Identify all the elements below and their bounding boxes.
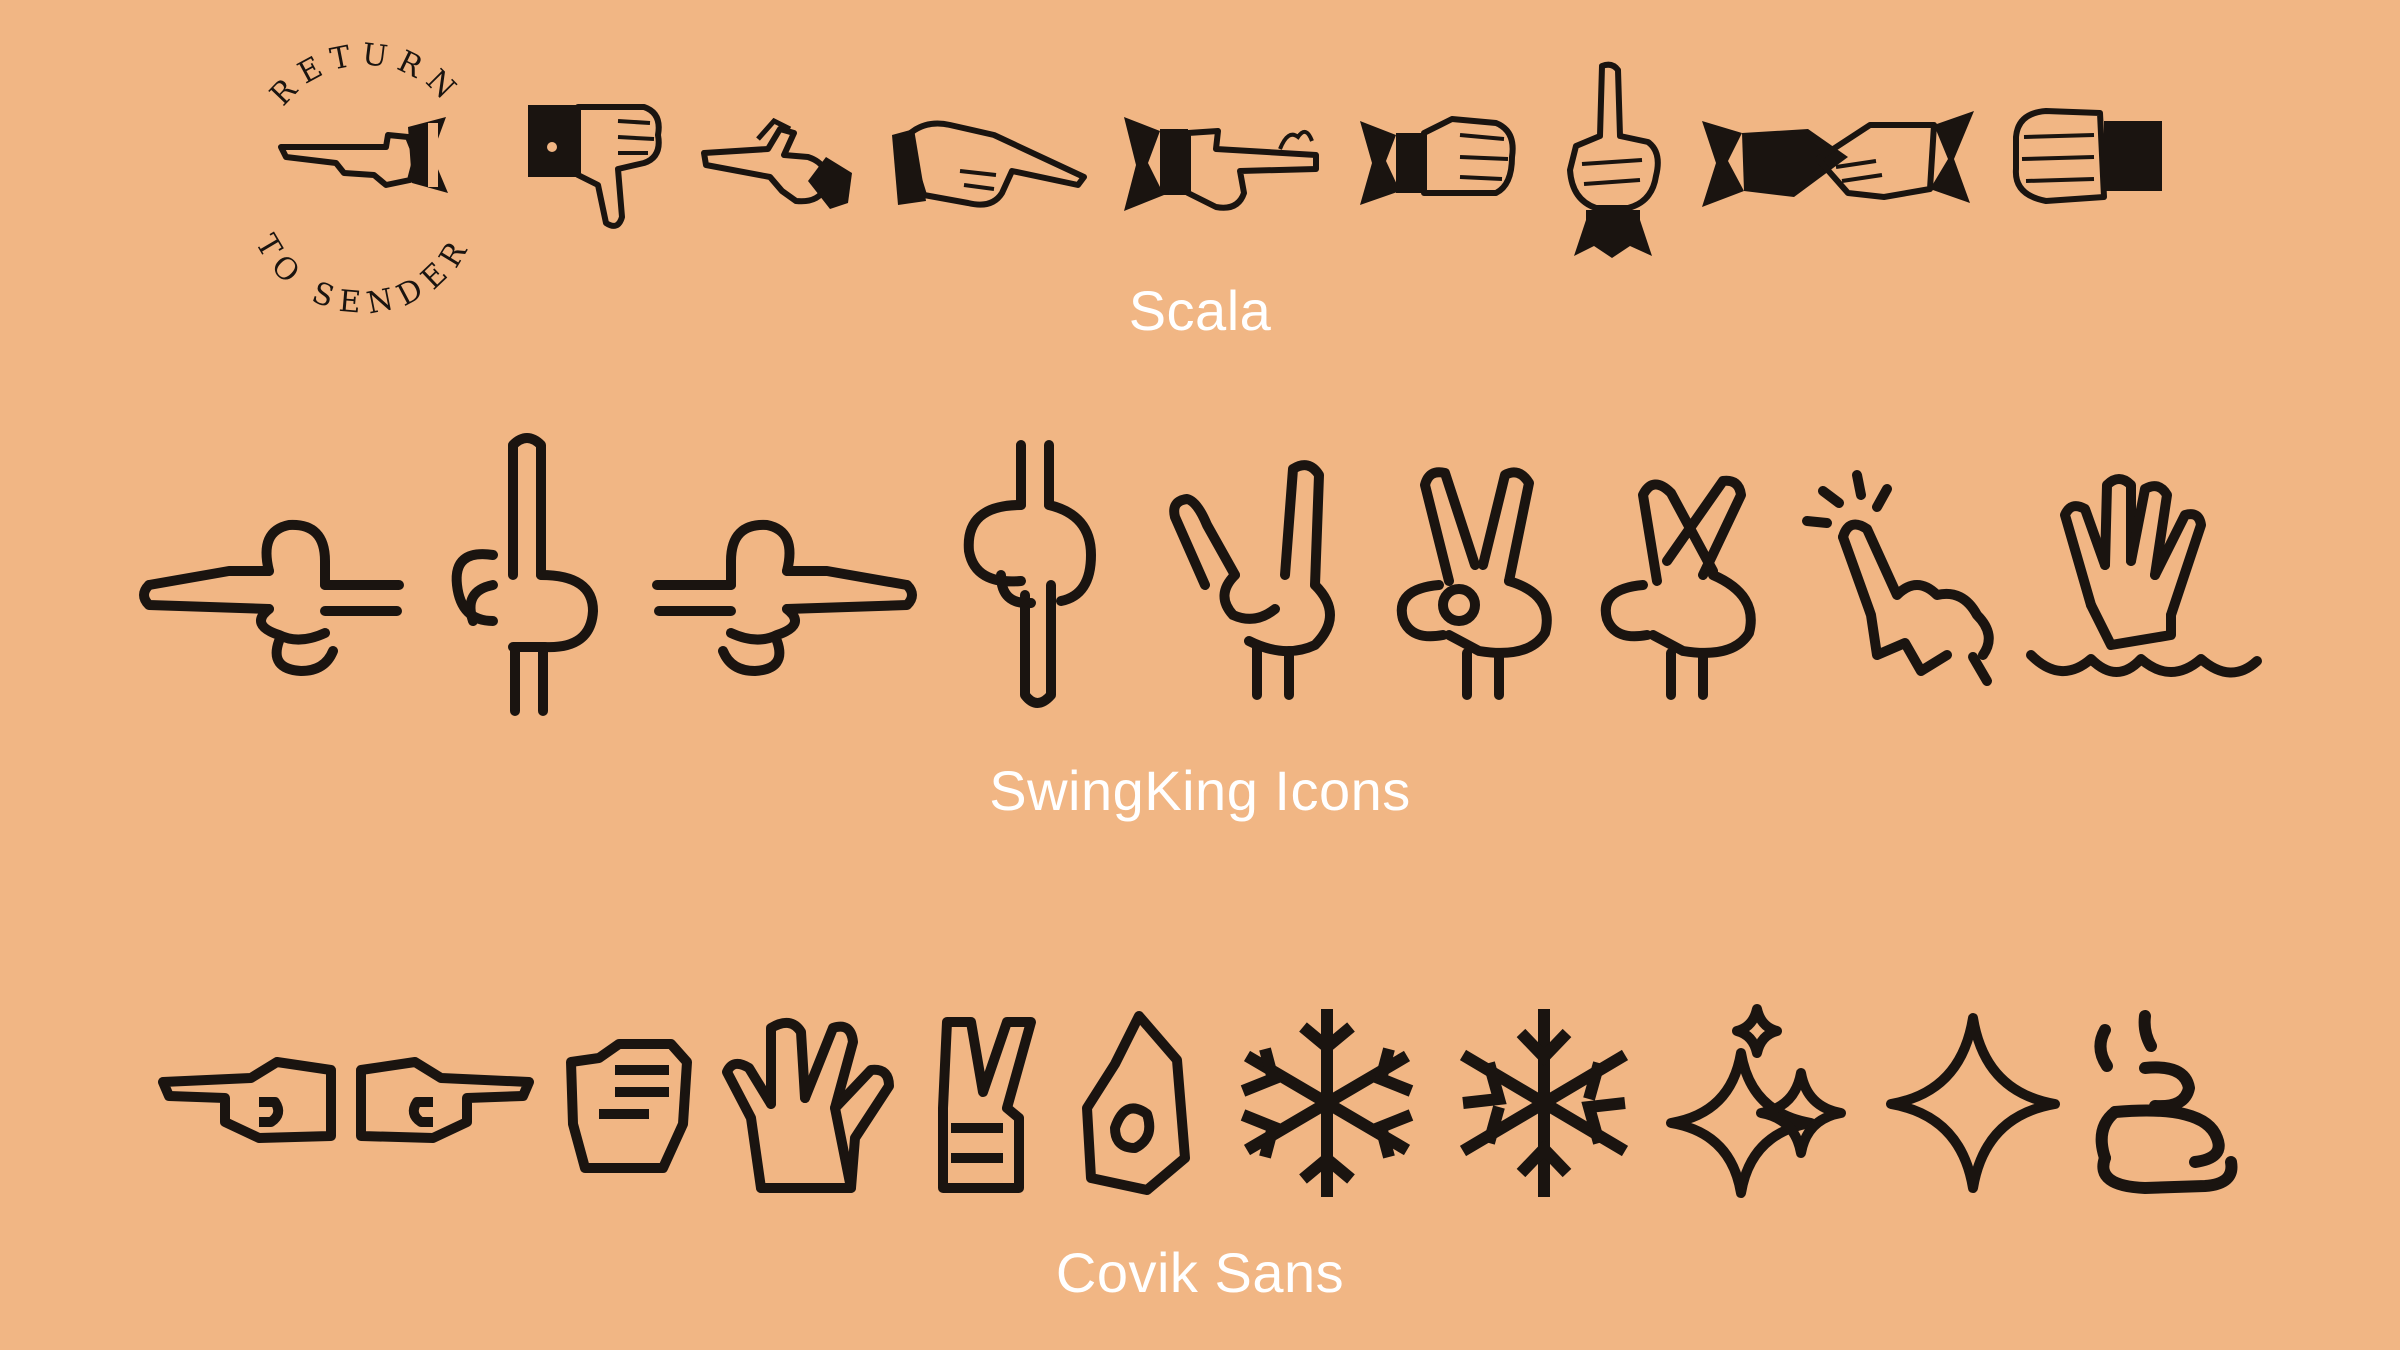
wave-hand-icon bbox=[2021, 445, 2271, 705]
fist-icon bbox=[1356, 85, 1526, 235]
victory-hand-icon bbox=[923, 1008, 1053, 1198]
raised-fist-icon bbox=[559, 1028, 699, 1178]
pointing-hand-icon bbox=[698, 85, 858, 235]
point-left-icon bbox=[155, 1028, 336, 1178]
peace-sign-icon bbox=[1379, 445, 1569, 705]
rock-on-icon bbox=[1145, 445, 1365, 705]
index-finger-up-icon bbox=[1552, 60, 1672, 260]
four-point-star-icon bbox=[1883, 1008, 2063, 1198]
point-left-icon bbox=[129, 445, 419, 705]
tap-icon bbox=[1787, 445, 2007, 705]
point-right-icon bbox=[637, 445, 927, 705]
finger-string-icon bbox=[1120, 85, 1330, 235]
ok-hand-icon bbox=[1075, 1008, 1205, 1198]
snowflake-alt-icon bbox=[1449, 1003, 1639, 1203]
svg-text:RETURN: RETURN bbox=[263, 37, 468, 113]
hand-pointing-right-icon bbox=[884, 85, 1094, 235]
covik-icon-row bbox=[0, 995, 2400, 1210]
return-to-sender-icon: RETURN TO SENDER bbox=[226, 37, 496, 322]
point-right-icon bbox=[356, 1028, 537, 1178]
stamp-top-text: RETURN bbox=[263, 37, 459, 113]
sparkles-icon bbox=[1661, 1003, 1861, 1203]
vulcan-salute-icon bbox=[721, 1008, 901, 1198]
knuckle-fist-icon bbox=[2004, 85, 2174, 235]
thumbs-down-icon bbox=[522, 85, 672, 235]
swirl-pile-icon bbox=[2085, 1008, 2245, 1198]
swingking-icon-row bbox=[0, 420, 2400, 730]
crossed-fingers-icon bbox=[1583, 445, 1773, 705]
point-down-icon bbox=[941, 425, 1131, 725]
scala-icon-row: RETURN TO SENDER bbox=[0, 37, 2400, 322]
section-label-covik: Covik Sans bbox=[1055, 1241, 1345, 1304]
handshake-icon bbox=[1698, 85, 1978, 235]
section-label-scala: Scala bbox=[1128, 279, 1272, 342]
point-up-icon bbox=[433, 425, 623, 725]
snowflake-icon bbox=[1227, 1003, 1427, 1203]
section-label-swingking: SwingKing Icons bbox=[989, 759, 1411, 822]
